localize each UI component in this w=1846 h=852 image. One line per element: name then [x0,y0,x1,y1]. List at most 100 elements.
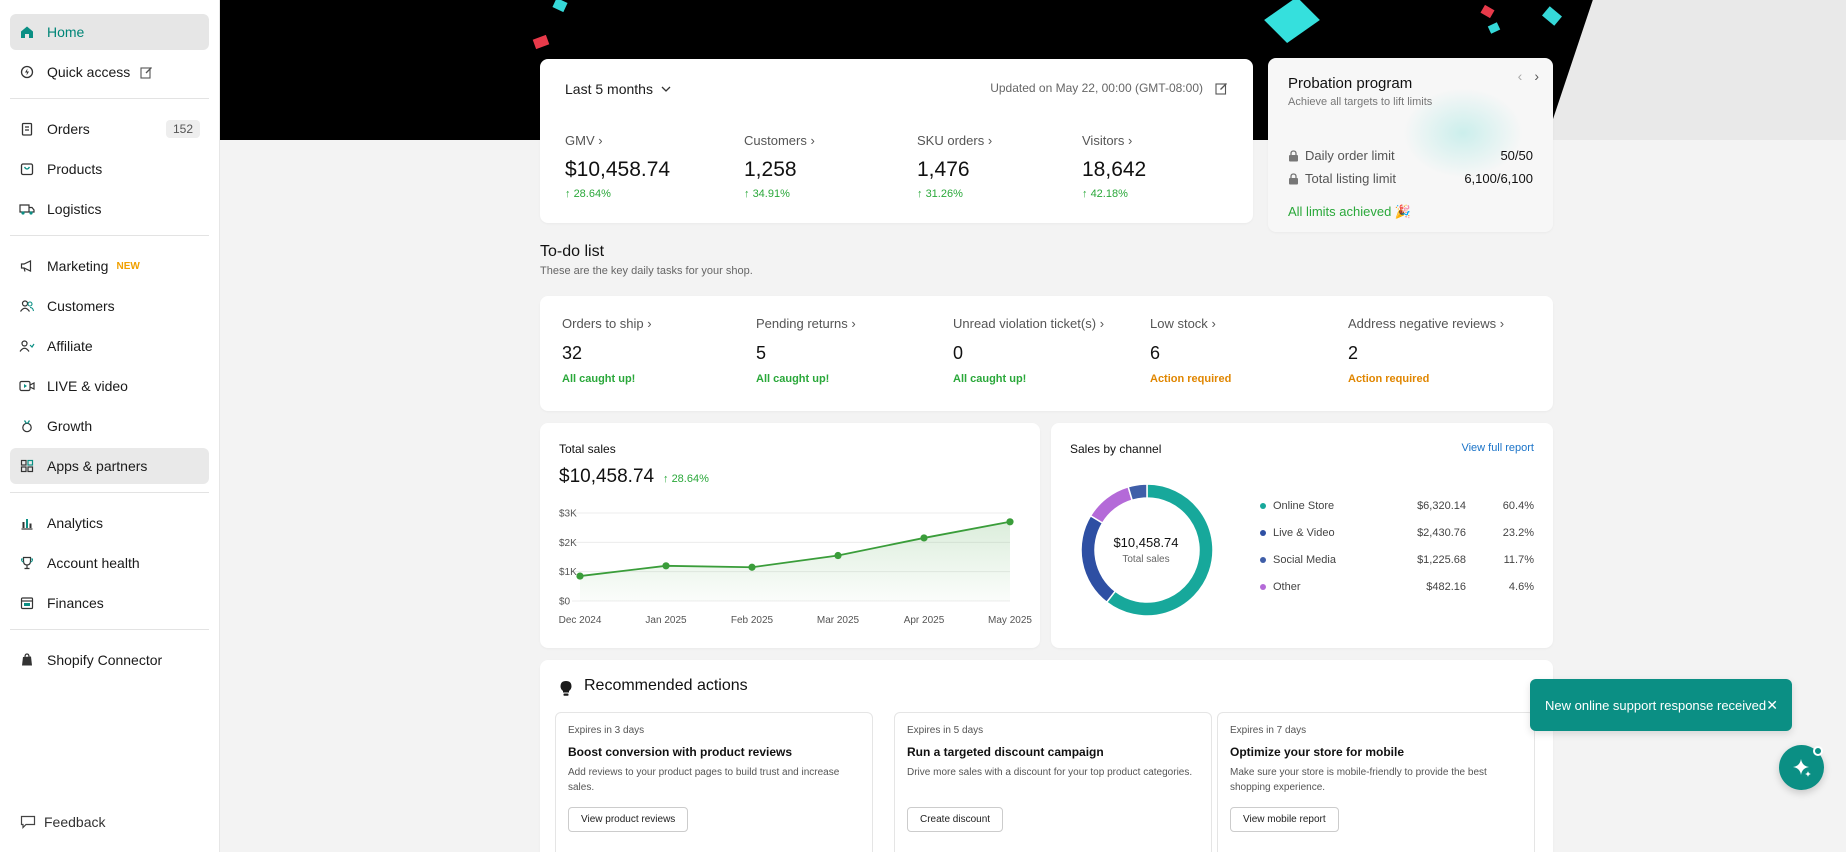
legend-amount: $2,430.76 [1417,527,1466,539]
metric-sku-orders[interactable]: SKU orders › 1,476 ↑ 31.26% [917,133,992,200]
task-orders-to-ship[interactable]: Orders to ship › 32 All caught up! [562,316,652,385]
sales-change: ↑ 28.64% [663,473,709,485]
task-status: All caught up! [953,373,1027,385]
recommended-actions-card: Recommended actions Expires in 3 days Bo… [540,660,1553,852]
sidebar-item-marketing[interactable]: Marketing NEW [10,248,209,284]
glow-decoration [1403,88,1523,178]
task-label: Orders to ship › [562,316,652,331]
sales-change-value: 28.64% [671,473,709,485]
task-low-stock[interactable]: Low stock › 6 Action required [1150,316,1231,385]
limit-value: 50/50 [1500,148,1533,163]
metric-visitors[interactable]: Visitors › 18,642 ↑ 42.18% [1082,133,1146,200]
chevron-right-icon[interactable]: › [1534,68,1539,84]
recommended-title: Recommended actions [584,677,748,694]
data-point [576,572,584,580]
sidebar-item-finances[interactable]: Finances [10,585,209,621]
metric-label: Visitors › [1082,133,1146,148]
edit-icon[interactable] [140,66,153,79]
metric-change-value: 34.91% [752,188,790,200]
task-negative-reviews[interactable]: Address negative reviews › 2 Action requ… [1348,316,1504,385]
task-label-text: Unread violation ticket(s) [953,316,1097,331]
updated-timestamp: Updated on May 22, 00:00 (GMT-08:00) [990,81,1228,95]
sidebar-item-home[interactable]: Home [10,14,209,50]
period-label: Last 5 months [565,81,653,97]
limit-label-text: Daily order limit [1305,148,1395,163]
sidebar-item-label: Logistics [47,201,102,217]
task-value: 32 [562,343,583,363]
edit-icon[interactable] [1215,82,1228,95]
chevron-down-icon [661,86,671,92]
view-product-reviews-button[interactable]: View product reviews [568,807,689,832]
divider [10,98,209,99]
sidebar-item-quick-access[interactable]: Quick access [10,54,209,90]
todo-subtitle: These are the key daily tasks for your s… [540,265,753,277]
arrow-up-icon: ↑ [744,188,750,200]
create-discount-button[interactable]: Create discount [907,807,1004,832]
legend-dot [1260,530,1266,536]
sidebar-item-products[interactable]: Products [10,151,209,187]
x-tick-label: Dec 2024 [559,615,602,626]
arrow-up-icon: ↑ [663,473,669,485]
task-violation-tickets[interactable]: Unread violation ticket(s) › 0 All caugh… [953,316,1104,385]
y-tick-label: $1K [559,567,577,578]
video-icon [19,378,35,394]
sidebar-item-label: LIVE & video [47,378,128,394]
legend-name: Live & Video [1273,527,1335,539]
feedback-button[interactable]: Feedback [20,814,105,830]
task-status: All caught up! [562,373,636,385]
sidebar-item-label: Apps & partners [47,458,148,474]
sidebar-item-logistics[interactable]: Logistics [10,191,209,227]
period-dropdown[interactable]: Last 5 months [565,81,671,97]
sidebar-item-apps-partners[interactable]: Apps & partners [10,448,209,484]
lock-icon [1288,149,1299,162]
legend-dot [1260,584,1266,590]
sidebar-item-customers[interactable]: Customers [10,288,209,324]
metric-customers[interactable]: Customers › 1,258 ↑ 34.91% [744,133,815,200]
sidebar-item-label: Orders [47,121,90,137]
medal-icon [19,418,35,434]
action-expiry: Expires in 3 days [568,725,645,736]
task-pending-returns[interactable]: Pending returns › 5 All caught up! [756,316,856,385]
legend-percent: 23.2% [1502,527,1534,539]
view-full-report-link[interactable]: View full report [1461,442,1534,454]
lock-icon [1288,172,1299,185]
data-point [1006,518,1014,526]
sidebar-item-account-health[interactable]: Account health [10,545,209,581]
arrow-up-icon: ↑ [1082,188,1088,200]
sales-by-channel-card: Sales by channel View full report $10,45… [1051,423,1553,648]
close-icon[interactable]: ✕ [1766,696,1778,713]
legend-dot [1260,557,1266,563]
sales-area [580,521,1010,601]
limit-value: 6,100/6,100 [1464,171,1533,186]
metric-change: ↑ 42.18% [1082,188,1146,200]
sidebar-item-live-video[interactable]: LIVE & video [10,368,209,404]
x-tick-label: Jan 2025 [645,615,687,626]
metric-gmv[interactable]: GMV › $10,458.74 ↑ 28.64% [565,133,670,200]
assistant-button[interactable] [1779,745,1824,790]
sidebar-item-orders[interactable]: Orders 152 [10,111,209,147]
legend-amount: $482.16 [1426,581,1466,593]
donut-center-value: $10,458.74 [1113,535,1179,550]
legend-row: Online Store $6,320.14 60.4% [1260,500,1534,512]
chevron-right-icon: › [647,316,652,331]
banner-light-panel [1546,0,1846,140]
task-label: Low stock › [1150,316,1231,331]
daily-order-limit-row: Daily order limit 50/50 [1288,148,1533,163]
sidebar-item-growth[interactable]: Growth [10,408,209,444]
task-label-text: Orders to ship [562,316,644,331]
sidebar-item-label: Analytics [47,515,104,531]
view-mobile-report-button[interactable]: View mobile report [1230,807,1339,832]
confetti-decoration [1480,4,1495,19]
sidebar-item-affiliate[interactable]: Affiliate [10,328,209,364]
sidebar-item-shopify-connector[interactable]: Shopify Connector [10,642,209,678]
sidebar-item-analytics[interactable]: Analytics [10,505,209,541]
metric-label-text: Visitors [1082,133,1125,148]
limit-label: Daily order limit [1288,148,1500,163]
products-icon [19,161,35,177]
channel-title: Sales by channel [1070,442,1162,456]
donut-slice [1105,483,1214,617]
orders-count-badge: 152 [165,120,200,138]
support-toast[interactable]: New online support response received ✕ [1530,679,1792,731]
chevron-left-icon[interactable]: ‹ [1517,68,1523,84]
donut-slice [1127,483,1148,502]
